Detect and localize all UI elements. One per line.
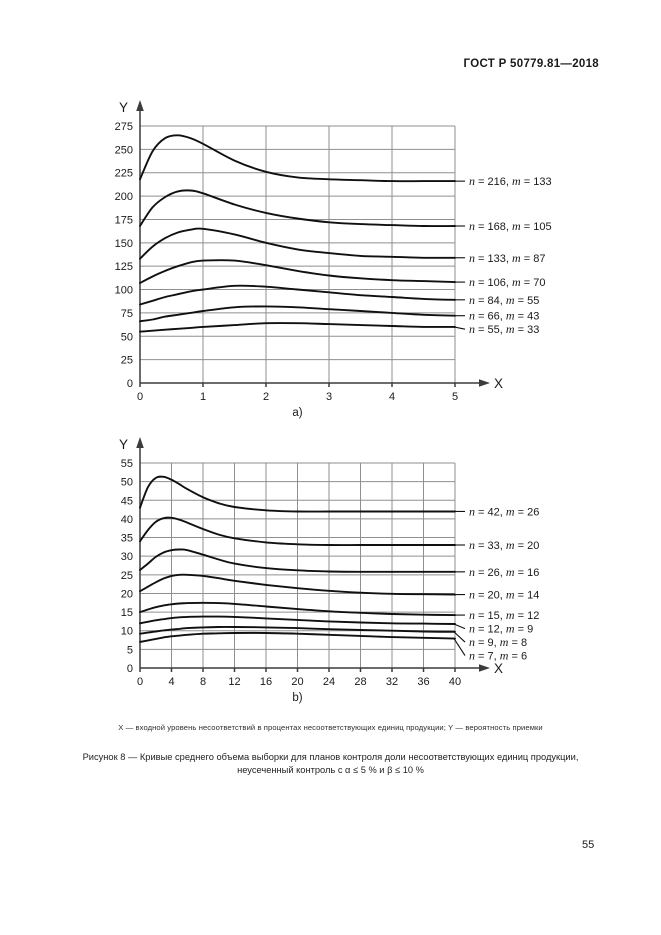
x-tick-label: 3	[326, 391, 332, 403]
x-tick-label: 4	[389, 391, 395, 403]
curve-label: n = 66, m = 43	[469, 309, 539, 323]
curve-n84	[139, 284, 456, 306]
y-tick-label: 55	[121, 458, 133, 470]
curve-label: n = 7, m = 6	[469, 649, 527, 663]
curve-label: n = 84, m = 55	[469, 293, 539, 307]
x-tick-label: 36	[417, 676, 429, 688]
y-tick-label: 0	[127, 663, 133, 675]
y-tick-label: 150	[115, 238, 133, 250]
y-tick-label: 250	[115, 144, 133, 156]
curve-n33	[139, 516, 456, 546]
curve-label: n = 42, m = 26	[469, 504, 539, 518]
y-tick-label: 125	[115, 261, 133, 273]
y-tick-label: 20	[121, 588, 133, 600]
curve-n133	[139, 227, 456, 260]
y-tick-label: 100	[115, 285, 133, 297]
curve-label: n = 33, m = 20	[469, 538, 539, 552]
chart-b: 0 5 10 15 20 25 30 35 40 45 50 55 0 4 8 12 16 20 24 28 32 36 4…	[119, 437, 539, 704]
y-tick-label: 25	[121, 570, 133, 582]
x-axis-arrow-icon	[479, 379, 490, 387]
x-tick-label: 24	[323, 676, 335, 688]
curve-label: n = 106, m = 70	[469, 275, 545, 289]
curve-n26	[139, 548, 456, 573]
x-tick-label: 0	[137, 391, 143, 403]
y-axis-arrow-icon	[136, 100, 144, 111]
document-title: ГОСТ Р 50779.81—2018	[463, 58, 599, 70]
x-tick-label: 20	[291, 676, 303, 688]
y-tick-label: 50	[121, 477, 133, 489]
curve-n55	[139, 322, 456, 333]
y-tick-label: 40	[121, 514, 133, 526]
curve-label: n = 216, m = 133	[469, 174, 552, 188]
page-number: 55	[582, 839, 595, 851]
curve-label: n = 133, m = 87	[469, 251, 545, 265]
curve-n9	[139, 625, 456, 635]
y-tick-label: 200	[115, 191, 133, 203]
figure-caption-line1: Рисунок 8 — Кривые среднего объема выбор…	[82, 752, 579, 762]
curve-label: n = 55, m = 33	[469, 322, 539, 336]
y-tick-label: 175	[115, 214, 133, 226]
curve-n168	[139, 189, 456, 228]
figure-caption: Рисунок 8 — Кривые среднего объема выбор…	[30, 751, 631, 777]
y-tick-label: 225	[115, 168, 133, 180]
x-tick-label: 16	[260, 676, 272, 688]
axis-definitions-note: X — входной уровень несоответствий в про…	[118, 723, 543, 732]
y-tick-label: 5	[127, 644, 133, 656]
x-tick-label: 12	[228, 676, 240, 688]
y-axis-label: Y	[119, 100, 128, 115]
curve-n216	[139, 134, 456, 183]
y-tick-label: 0	[127, 378, 133, 390]
y-tick-label: 25	[121, 355, 133, 367]
x-tick-label: 32	[386, 676, 398, 688]
curve-n42	[139, 475, 456, 513]
curve-n20	[139, 573, 456, 596]
x-tick-label: 8	[200, 676, 206, 688]
y-tick-label: 75	[121, 308, 133, 320]
curve-label-leader	[453, 623, 466, 630]
curve-label-leader	[453, 638, 466, 656]
x-tick-label: 0	[137, 676, 143, 688]
chart-sublabel: a)	[292, 407, 302, 419]
y-axis-arrow-icon	[136, 437, 144, 448]
x-tick-label: 28	[354, 676, 366, 688]
x-axis-arrow-icon	[479, 664, 490, 672]
x-tick-label: 1	[200, 391, 206, 403]
y-tick-label: 15	[121, 607, 133, 619]
curve-label-leader	[453, 326, 466, 330]
curve-label: n = 9, m = 8	[469, 635, 527, 649]
curve-label: n = 26, m = 16	[469, 565, 539, 579]
figure-caption-line2: неусеченный контроль с α ≤ 5 % и β ≤ 10 …	[237, 765, 424, 775]
curve-label: n = 20, m = 14	[469, 588, 539, 602]
y-tick-label: 10	[121, 626, 133, 638]
x-tick-label: 4	[168, 676, 174, 688]
curve-n12	[139, 615, 456, 625]
curve-label-leader	[453, 631, 466, 643]
y-tick-label: 275	[115, 121, 133, 133]
y-tick-label: 50	[121, 331, 133, 343]
chart-sublabel: b)	[292, 692, 302, 704]
curve-label: n = 12, m = 9	[469, 622, 533, 636]
y-tick-label: 30	[121, 551, 133, 563]
curve-n66	[139, 305, 456, 323]
x-tick-label: 40	[449, 676, 461, 688]
x-tick-label: 5	[452, 391, 458, 403]
x-axis-label: X	[494, 376, 503, 391]
curve-n15	[139, 601, 456, 617]
y-tick-label: 35	[121, 533, 133, 545]
curve-label: n = 15, m = 12	[469, 608, 539, 622]
curve-n106	[139, 259, 456, 284]
x-tick-label: 2	[263, 391, 269, 403]
x-axis-label: X	[494, 661, 503, 676]
y-axis-label: Y	[119, 437, 128, 452]
curve-n7	[139, 631, 456, 643]
y-tick-label: 45	[121, 495, 133, 507]
curve-label: n = 168, m = 105	[469, 219, 552, 233]
chart-a: 0 25 50 75 100 125 150 175 200 225 250 275 0 1 2 3 4 5 Y Xn…	[115, 100, 552, 419]
